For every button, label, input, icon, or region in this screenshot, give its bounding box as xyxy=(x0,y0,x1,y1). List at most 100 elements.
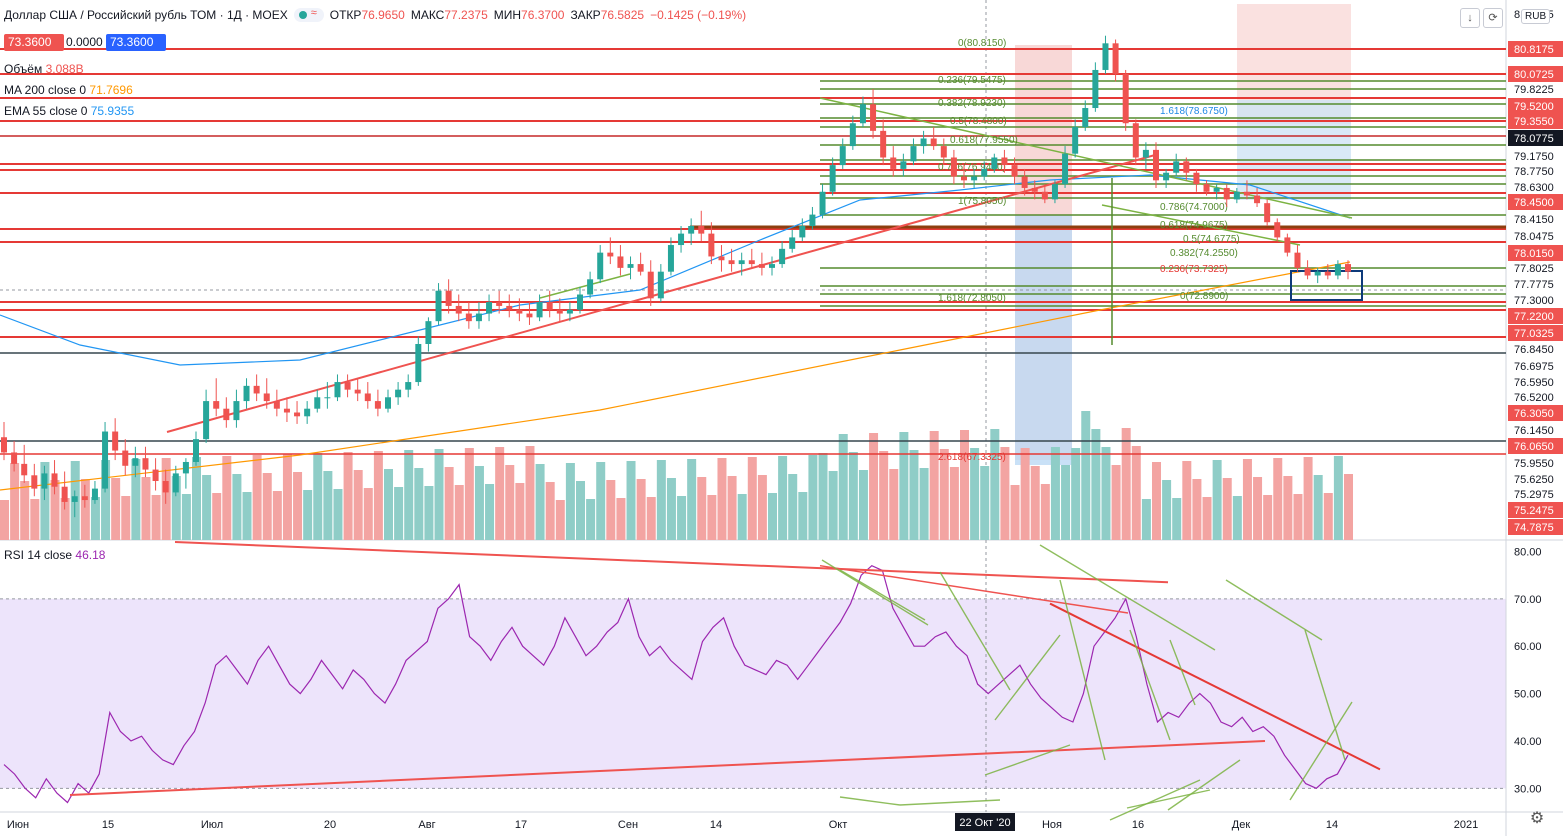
volume-bar xyxy=(808,455,818,540)
price-tick: 76.8450 xyxy=(1514,344,1554,356)
time-tick: Сен xyxy=(618,819,638,831)
price-tick: 76.1450 xyxy=(1514,425,1554,437)
price-tick: 76.3050 xyxy=(1514,408,1554,420)
ohlc-high: МАКС77.2375 xyxy=(410,8,488,22)
volume-bar xyxy=(565,463,575,540)
candle-body xyxy=(475,313,482,322)
volume-bar xyxy=(10,463,20,540)
volume-bar xyxy=(80,479,90,540)
volume-bar xyxy=(768,493,777,540)
candle-body xyxy=(1345,264,1351,272)
volume-bar xyxy=(656,460,666,540)
candle-body xyxy=(71,496,78,502)
volume-bar xyxy=(151,495,161,540)
volume-bar xyxy=(1101,447,1111,540)
time-tick: Июл xyxy=(201,819,223,831)
candle-body xyxy=(940,146,947,158)
candle-body xyxy=(1173,161,1180,173)
candle-body xyxy=(1011,165,1018,177)
candle-body xyxy=(102,431,109,489)
rsi-drawing-line xyxy=(1059,579,1106,761)
volume-bar xyxy=(919,468,929,540)
time-tick: 16 xyxy=(1132,819,1144,831)
fib-label: 0(72.8900) xyxy=(1180,291,1228,302)
fib-label: 0.5(78.4800) xyxy=(950,116,1007,127)
fib-label: 0.382(74.2550) xyxy=(1170,248,1238,259)
reset-scale-button[interactable]: ⟳ xyxy=(1483,8,1503,28)
candle-body xyxy=(1092,69,1099,109)
channel-line xyxy=(819,97,1353,219)
candle-body xyxy=(1254,195,1261,204)
channel-line xyxy=(1101,204,1301,246)
candle-body xyxy=(728,260,735,265)
candle-body xyxy=(1132,123,1139,158)
candle-body xyxy=(496,302,503,306)
symbol-title[interactable]: Доллар США / Российский рубль ТОМ · 1Д ·… xyxy=(4,8,288,22)
price-tick: 75.2475 xyxy=(1514,505,1554,517)
candle-body xyxy=(1102,43,1109,70)
settings-gear-icon[interactable]: ⚙ xyxy=(1529,810,1545,827)
volume-bar xyxy=(333,489,343,540)
candle-body xyxy=(455,305,462,314)
volume-bar xyxy=(141,477,151,540)
volume-bar xyxy=(555,500,565,540)
legend-rsi[interactable]: RSI 14 close 46.18 xyxy=(4,548,106,562)
candle-body xyxy=(1334,264,1341,276)
candle-body xyxy=(910,146,917,162)
ask-price-box[interactable]: 73.3600 xyxy=(106,34,166,51)
candle-body xyxy=(981,168,988,177)
volume-bar xyxy=(1222,478,1232,540)
price-tick: 79.3550 xyxy=(1514,116,1554,128)
price-tick: 77.0325 xyxy=(1514,328,1554,340)
price-tick-highlight xyxy=(1508,245,1563,261)
candle-body xyxy=(304,408,311,417)
highlight-zone-blue-1 xyxy=(1015,215,1072,465)
volume-bar xyxy=(1040,484,1050,540)
legend-ema55[interactable]: EMA 55 close 0 75.9355 xyxy=(4,104,135,118)
ohlc-low: МИН76.3700 xyxy=(493,8,565,22)
volume-bar xyxy=(788,474,798,540)
price-tick: 78.0475 xyxy=(1514,231,1554,243)
candle-body xyxy=(758,264,765,268)
time-tick: 15 xyxy=(102,819,114,831)
rsi-tick: 30.00 xyxy=(1514,783,1542,795)
volume-bar xyxy=(727,476,737,540)
price-tick: 76.5200 xyxy=(1514,392,1554,404)
candle-body xyxy=(385,397,391,409)
candle-body xyxy=(344,382,351,390)
volume-bar xyxy=(434,449,444,540)
volume-bar xyxy=(1192,479,1202,540)
candle-body xyxy=(890,157,897,169)
volume-bar xyxy=(1172,498,1182,540)
status-badge[interactable]: ≈ xyxy=(293,7,324,22)
volume-bar xyxy=(778,456,788,540)
fib-label: 0.618(77.9550) xyxy=(950,135,1018,146)
candle-body xyxy=(294,412,301,417)
candle-body xyxy=(900,161,907,169)
volume-bar xyxy=(697,477,707,540)
currency-label[interactable]: RUB xyxy=(1521,9,1551,24)
volume-bar xyxy=(747,457,757,540)
price-tick: 79.5200 xyxy=(1514,101,1554,113)
candle-body xyxy=(11,452,18,464)
candle-body xyxy=(61,486,68,502)
ema55-line xyxy=(0,174,1351,366)
fib-label: 1(75.8050) xyxy=(958,196,1006,207)
rsi-drawing-line xyxy=(1289,701,1353,801)
legend-ma200[interactable]: MA 200 close 0 71.7696 xyxy=(4,83,133,97)
price-tick-highlight xyxy=(1508,66,1563,82)
volume-bar xyxy=(1071,448,1081,540)
candle-body xyxy=(1294,252,1301,268)
legend-volume[interactable]: Объём 3.088B xyxy=(4,62,84,76)
volume-bar xyxy=(1344,474,1353,540)
volume-bar xyxy=(1141,499,1151,540)
candle-body xyxy=(1082,108,1089,128)
ohlc-close: ЗАКР76.5825 xyxy=(570,8,645,22)
price-tick: 75.2975 xyxy=(1514,489,1554,501)
volume-bar xyxy=(1121,428,1131,540)
scale-down-button[interactable]: ↓ xyxy=(1460,8,1480,28)
candle-body xyxy=(698,226,705,234)
bid-price-box[interactable]: 73.3600 xyxy=(4,34,64,51)
candle-body xyxy=(880,130,887,158)
